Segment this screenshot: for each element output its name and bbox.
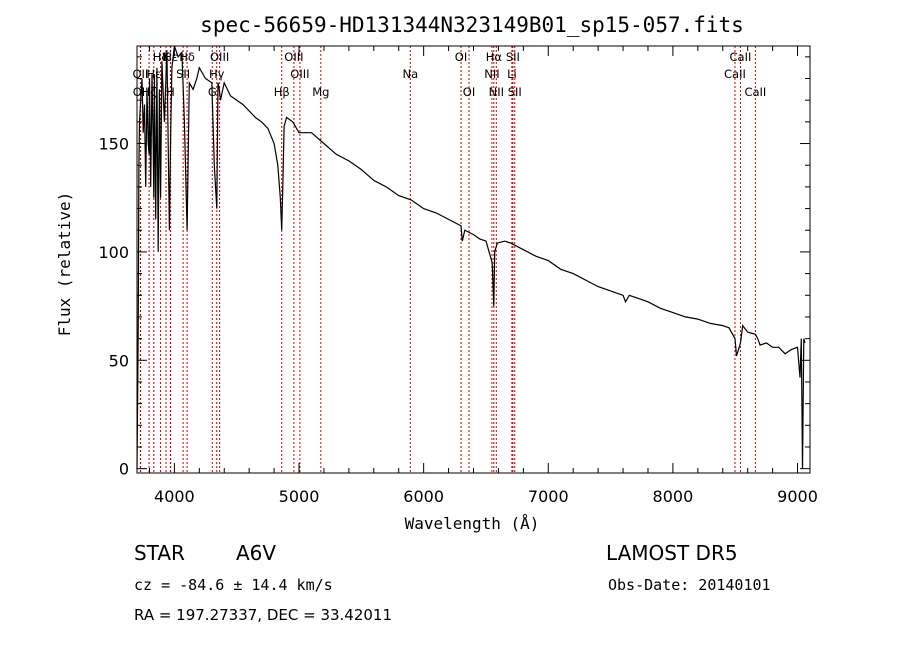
line-label-17: Na: [402, 67, 418, 81]
y-tick-label: 100: [98, 243, 129, 262]
line-label-26: CaII: [730, 50, 752, 64]
line-label-18: OI: [455, 50, 467, 64]
line-label-16: Mg: [312, 85, 329, 99]
y-tick-label: 50: [109, 351, 129, 370]
line-label-27: CaII: [724, 67, 746, 81]
y-tick-label: 150: [98, 135, 129, 154]
line-label-28: CaII: [744, 85, 766, 99]
spectrum-line: [136, 45, 806, 469]
spectral-line-markers: [139, 46, 756, 473]
chart-title: spec-56659-HD131344N323149B01_sp15-057.f…: [200, 13, 744, 37]
x-axis-label: Wavelength (Å): [405, 514, 540, 533]
y-tick-label: 0: [119, 460, 129, 479]
line-label-15: Hβ: [274, 85, 290, 99]
x-tick-label: 7000: [528, 487, 569, 506]
x-tick-label: 8000: [653, 487, 694, 506]
x-tick-label: 6000: [403, 487, 444, 506]
redshift-velocity: cz = -84.6 ± 14.4 km/s: [134, 576, 333, 594]
line-label-24: Li: [507, 67, 517, 81]
axis-ticks: [137, 46, 810, 473]
line-label-13: OIII: [284, 50, 303, 64]
line-label-21: NII: [484, 67, 499, 81]
plot-frame: [136, 45, 811, 474]
x-tick-label: 9000: [777, 487, 818, 506]
line-label-8: Hδ: [179, 50, 195, 64]
y-axis-label: Flux (relative): [55, 192, 74, 337]
x-tick-label: 5000: [279, 487, 320, 506]
line-label-14: OIII: [290, 67, 309, 81]
survey-name: LAMOST DR5: [606, 541, 738, 565]
line-label-19: OI: [463, 85, 475, 99]
line-label-23: SII: [506, 50, 520, 64]
line-label-11: Hγ: [209, 67, 225, 81]
line-label-7: H: [166, 85, 175, 99]
line-label-10: OIII: [210, 50, 229, 64]
observation-date: Obs-Date: 20140101: [608, 576, 771, 594]
line-label-25: SII: [508, 85, 522, 99]
line-label-0: Hδ: [153, 50, 169, 64]
line-label-1: OII: [132, 67, 148, 81]
object-subclass: A6V: [236, 541, 276, 565]
object-class: STAR: [134, 541, 185, 565]
ra-dec: RA = 197.27337, DEC = 33.42011: [134, 606, 392, 624]
line-label-22: NII: [489, 85, 504, 99]
axis-tick-labels: 4000 5000 6000 7000 8000 9000 0 50 100 150: [98, 135, 817, 506]
line-label-20: Hα: [486, 50, 503, 64]
x-tick-label: 4000: [154, 487, 195, 506]
